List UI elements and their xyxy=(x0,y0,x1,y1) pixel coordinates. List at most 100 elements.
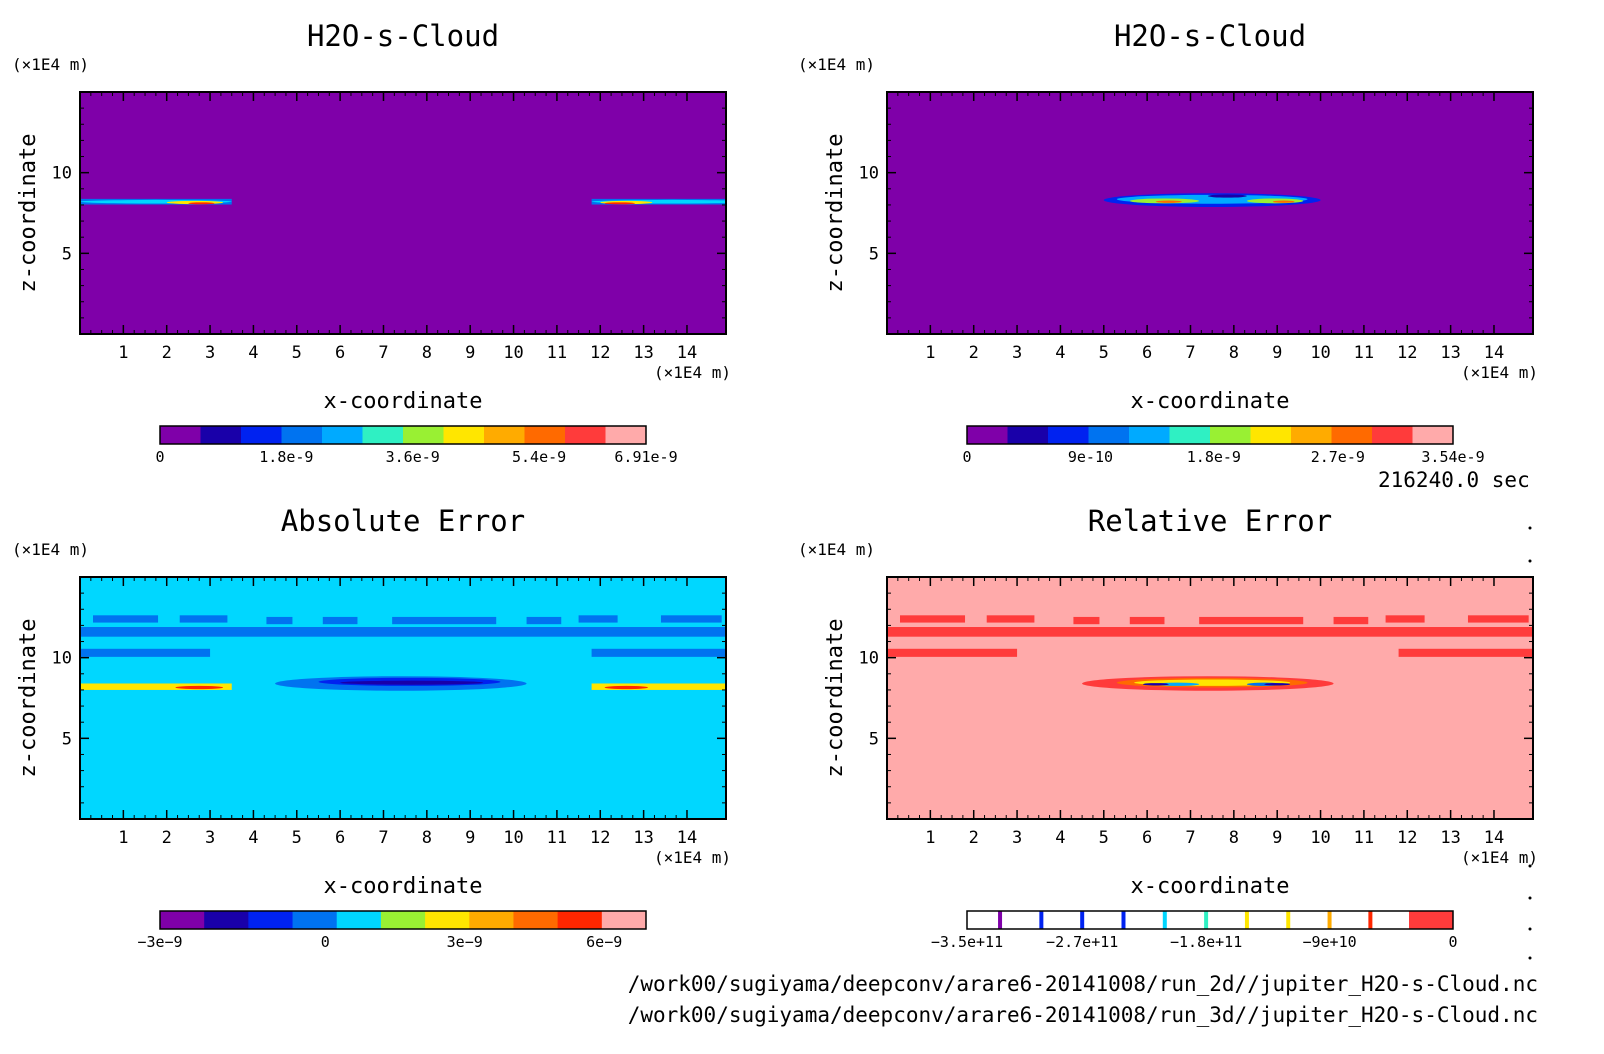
colorbar-segment xyxy=(281,426,323,444)
cloud-max-right xyxy=(1272,200,1295,203)
colorbar-line xyxy=(998,911,1003,929)
error-patch-1 xyxy=(179,615,228,623)
x-tick-label: 13 xyxy=(1440,343,1460,363)
colorbar-segment xyxy=(425,911,470,929)
x-tick-label: 3 xyxy=(205,343,215,363)
colorbar-segment xyxy=(1129,426,1170,444)
colorbar-segment xyxy=(605,426,647,444)
colorbar-segment xyxy=(1331,426,1373,444)
x-tick-label: 3 xyxy=(205,828,215,848)
panel-bottom-right: Relative Error (×1E4 m) 1 2 3 4 5 6 7 8 9 10 11 12 1… xyxy=(798,504,1538,951)
x-unit-label: (×1E4 m) xyxy=(1461,848,1538,867)
y-tick-label: 10 xyxy=(859,649,879,669)
x-tick-label: 10 xyxy=(1310,828,1330,848)
y-tick-label: 10 xyxy=(859,164,879,184)
x-tick-label: 8 xyxy=(1229,343,1239,363)
colorbar-segment xyxy=(362,426,404,444)
file-path-2d: /work00/sugiyama/deepconv/arare6-2014100… xyxy=(627,972,1538,996)
x-tick-label: 5 xyxy=(292,343,302,363)
x-tick-label: 2 xyxy=(969,828,979,848)
x-tick-label: 14 xyxy=(677,828,697,848)
relerr-patch-7 xyxy=(1467,615,1529,623)
colorbar-tick-label: 5.4e-9 xyxy=(512,448,566,466)
error-patch-2 xyxy=(266,616,293,625)
colorbar-segment xyxy=(241,426,282,444)
x-tick-label: 14 xyxy=(1484,828,1504,848)
x-tick-label: 13 xyxy=(633,343,653,363)
x-tick-label: 4 xyxy=(248,828,258,848)
error-pos-left xyxy=(80,683,232,690)
contour-features xyxy=(80,198,726,205)
colorbar-frame xyxy=(159,425,647,445)
x-axis-label: x-coordinate xyxy=(1131,389,1290,414)
error-band-right xyxy=(591,648,726,657)
x-tick-label: 11 xyxy=(1354,343,1374,363)
relerr-core-left xyxy=(1155,682,1200,686)
colorbar-segment xyxy=(403,426,444,444)
relerr-patch-3 xyxy=(1129,616,1165,625)
colorbar-tick-label: 1.8e-9 xyxy=(259,448,313,466)
panel-bottom-left: Absolute Error (×1E4 m) 1 2 3 4 5 6 7 8 9 10 11 12 1… xyxy=(12,504,731,951)
plot-frame xyxy=(886,576,1534,820)
relerr-patch-4 xyxy=(1199,616,1304,625)
error-patch-4 xyxy=(392,616,497,625)
x-tick-label: 10 xyxy=(503,828,523,848)
x-axis-label: x-coordinate xyxy=(1131,874,1290,899)
contour-features xyxy=(1103,193,1321,207)
x-tick-label: 2 xyxy=(969,343,979,363)
colorbar-tick-label: 1.8e-9 xyxy=(1187,448,1241,466)
y-unit-label: (×1E4 m) xyxy=(798,55,875,74)
error-patch-0 xyxy=(93,615,159,623)
colorbar-segment xyxy=(322,426,363,444)
colorbar-segment xyxy=(524,426,566,444)
colorbar-segment xyxy=(160,911,205,929)
x-tick-label: 7 xyxy=(378,343,388,363)
plot-background xyxy=(887,92,1533,334)
error-patch-5 xyxy=(526,616,562,625)
error-band-left xyxy=(80,648,211,657)
colorbar: −3.5e+11 −2.7e+11 −1.8e+11 −9e+10 0 xyxy=(931,910,1458,951)
colorbar: 0 1.8e-9 3.6e-9 5.4e-9 6.91e-9 xyxy=(155,425,678,466)
error-patch-7 xyxy=(660,615,722,623)
x-tick-label: 5 xyxy=(292,828,302,848)
relerr-patch-5 xyxy=(1333,616,1369,625)
colorbar-segment xyxy=(1007,426,1049,444)
x-ticks: 1 2 3 4 5 6 7 8 9 10 11 12 13 14 xyxy=(897,577,1504,848)
y-tick-label: 5 xyxy=(869,244,879,264)
colorbar-tick-label: 0 xyxy=(1448,933,1457,951)
colorbar-tick-label: 6.91e-9 xyxy=(614,448,677,466)
colorbar-segment xyxy=(1169,426,1211,444)
colorbar-tick-label: −1.8e+11 xyxy=(1170,933,1242,951)
plot-frame xyxy=(886,91,1534,335)
cloud-max-right xyxy=(604,202,635,205)
x-tick-label: 1 xyxy=(925,828,935,848)
x-tick-label: 12 xyxy=(1397,828,1417,848)
y-ticks: 5 10 xyxy=(859,107,1533,319)
x-tick-label: 11 xyxy=(1354,828,1374,848)
x-axis-label: x-coordinate xyxy=(324,874,483,899)
plot-frame xyxy=(79,576,727,820)
time-label: 216240.0 sec xyxy=(1378,468,1530,492)
x-tick-label: 2 xyxy=(162,828,172,848)
colorbar-tick-label: 0 xyxy=(962,448,971,466)
x-tick-label: 6 xyxy=(335,828,345,848)
colorbar-segment xyxy=(967,426,1008,444)
error-patch-6 xyxy=(578,615,618,623)
x-tick-label: 9 xyxy=(1272,828,1282,848)
relerr-min-left xyxy=(1142,683,1169,686)
x-ticks: 1 2 3 4 5 6 7 8 9 10 11 12 13 14 xyxy=(90,577,697,848)
x-tick-label: 12 xyxy=(590,343,610,363)
colorbar-segment xyxy=(1088,426,1130,444)
panel-top-left: H2O-s-Cloud (×1E4 m) 1 2 3 4 5 6 7 8 9 10 11 12 13 14… xyxy=(12,19,731,466)
relerr-band-upper xyxy=(887,627,1533,637)
file-path-3d: /work00/sugiyama/deepconv/arare6-2014100… xyxy=(627,1003,1538,1027)
x-tick-label: 14 xyxy=(1484,343,1504,363)
colorbar: −3e−9 0 3e−9 6e−9 xyxy=(137,910,647,951)
x-tick-label: 12 xyxy=(1397,343,1417,363)
colorbar-segment xyxy=(557,911,603,929)
colorbar-line xyxy=(1286,911,1291,929)
x-tick-label: 7 xyxy=(378,828,388,848)
x-tick-label: 4 xyxy=(1055,343,1065,363)
x-tick-label: 6 xyxy=(335,343,345,363)
